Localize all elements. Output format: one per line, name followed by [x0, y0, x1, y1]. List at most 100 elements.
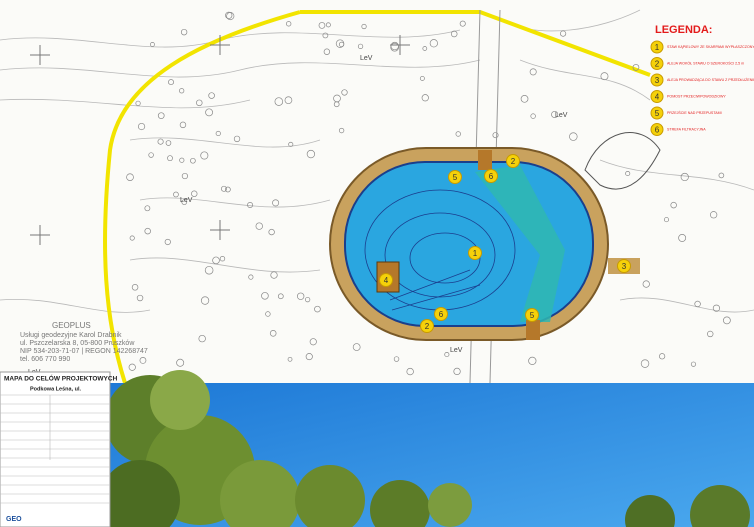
tree	[288, 141, 294, 147]
tree	[287, 356, 293, 362]
legend-marker	[650, 57, 664, 70]
tree	[632, 64, 640, 71]
tree	[248, 274, 254, 280]
tree	[306, 149, 316, 159]
tree	[455, 131, 461, 137]
tree	[265, 311, 271, 317]
soil-label: LeV	[450, 347, 463, 354]
legend: 1 STAW KĄPIELOWY ZE SKARPAMI WYPŁASZCZONY…	[650, 40, 754, 136]
map-marker-number: 3	[622, 262, 627, 271]
map-marker-number: 2	[511, 157, 516, 166]
tree	[225, 186, 231, 193]
tree	[179, 121, 187, 129]
legend-number: 6	[655, 126, 660, 135]
tree	[670, 201, 677, 209]
tree	[225, 11, 233, 19]
tree	[200, 296, 210, 305]
survey-crosses	[30, 35, 410, 245]
legend-text: ALEJA WOKÓŁ STAWU O SZEROKOŚCI 2,5 m	[667, 60, 744, 65]
tree	[128, 363, 136, 371]
tree	[551, 110, 559, 119]
map-marker-number: 4	[384, 276, 389, 285]
tree	[136, 294, 144, 302]
tree	[233, 135, 241, 143]
map-marker	[379, 273, 393, 287]
tree	[168, 79, 174, 86]
legend-marker	[650, 106, 664, 120]
map-marker	[525, 308, 539, 322]
tree	[333, 101, 340, 108]
legend-text: POMOST PRZECIWPOWODZIOWY	[667, 94, 726, 98]
map-marker	[617, 259, 631, 273]
tree	[492, 132, 499, 139]
tree	[680, 172, 689, 182]
map-marker-number: 6	[489, 172, 494, 181]
legend-text: STAW KĄPIELOWY ZE SKARPAMI WYPŁASZCZONYM…	[667, 45, 754, 49]
tree-crown	[370, 480, 430, 527]
culvert	[478, 150, 492, 170]
tree	[296, 292, 305, 300]
tree	[709, 211, 718, 219]
tree	[261, 292, 269, 300]
tree	[200, 151, 209, 160]
tree	[212, 256, 220, 265]
tree	[712, 304, 721, 312]
tree	[530, 113, 536, 119]
tree	[309, 338, 317, 346]
legend-marker	[650, 40, 664, 54]
map-marker	[484, 169, 498, 183]
boundary	[103, 10, 301, 384]
legend-marker	[650, 73, 664, 87]
table-rows	[0, 394, 110, 504]
tree	[444, 351, 450, 358]
company: GEOPLUS	[52, 321, 91, 330]
map-marker-number: 5	[453, 173, 458, 182]
tree	[277, 293, 284, 300]
legend-text: ALEJA PROWADZĄCA DO STAWU Z PRZEDŁUŻENIE…	[667, 77, 754, 82]
tree	[560, 30, 567, 37]
tree	[421, 94, 429, 102]
legend-number: 2	[655, 60, 660, 69]
tree	[226, 12, 235, 21]
tree	[144, 205, 151, 212]
tree	[528, 356, 537, 365]
tree	[135, 100, 141, 106]
tree-crown	[690, 485, 750, 527]
tree	[390, 41, 399, 51]
tree	[338, 127, 345, 134]
tree	[204, 265, 214, 275]
tree	[126, 173, 134, 181]
tree	[181, 172, 189, 180]
tree	[659, 353, 666, 360]
tree	[600, 72, 609, 81]
tree	[131, 284, 139, 291]
filtration-zone	[475, 165, 565, 322]
tree	[274, 97, 284, 106]
building	[584, 132, 661, 190]
tree	[459, 20, 466, 27]
tree	[642, 280, 650, 288]
markers: 1 2 2 3 4 5 5 6 6	[379, 154, 631, 333]
tree-crown	[220, 460, 300, 527]
tree	[663, 217, 670, 223]
company-line: NIP 534-203-71-07 | REGON 142268747	[20, 348, 148, 355]
tree	[173, 191, 179, 198]
legend-number: 3	[655, 76, 660, 85]
tree	[190, 157, 196, 164]
tree	[205, 108, 213, 117]
tree	[694, 300, 701, 308]
table-title: MAPA DO CELÓW PROJEKTOWYCH	[4, 374, 118, 383]
tree	[419, 75, 425, 81]
tree	[305, 353, 313, 361]
tree	[357, 43, 364, 49]
tree-crown	[150, 370, 210, 430]
legend-number: 1	[655, 43, 660, 52]
tree	[247, 201, 254, 208]
tree	[139, 357, 147, 364]
tree-crown	[625, 495, 675, 527]
tree	[640, 359, 650, 368]
tree	[422, 46, 428, 51]
company-line: Usługi geodezyjne Karol Drabnik	[20, 332, 122, 339]
table	[0, 371, 111, 527]
legend-text: STREFA FILTRACYJNA	[667, 127, 706, 131]
